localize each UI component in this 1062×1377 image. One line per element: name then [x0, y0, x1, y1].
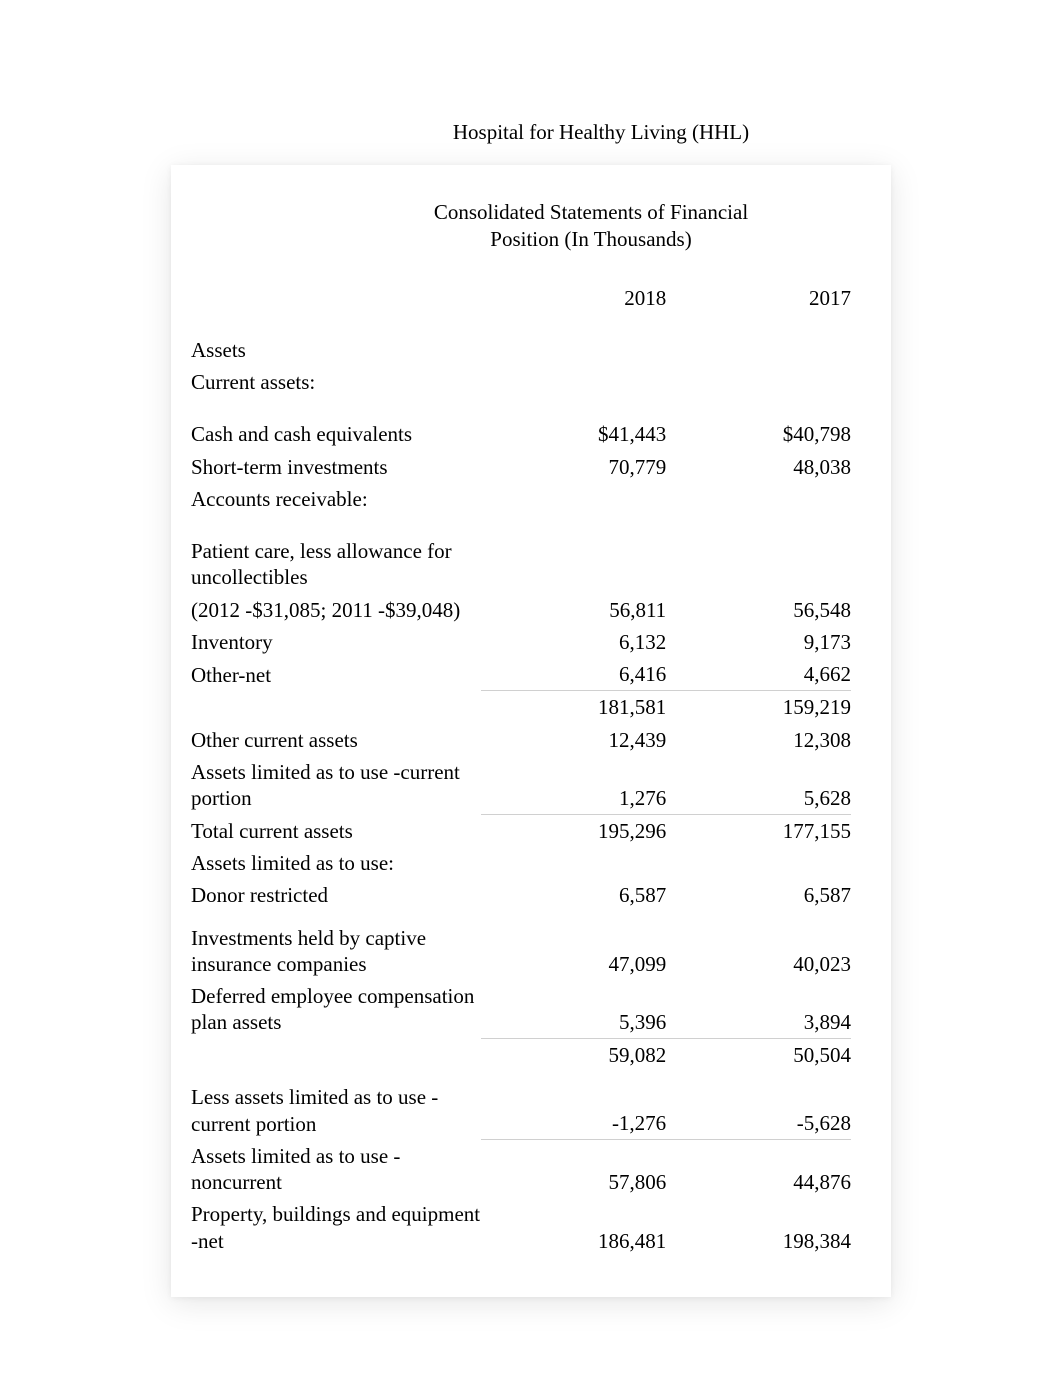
- subtotal-row: 59,082 50,504: [191, 1039, 851, 1072]
- table-row: Cash and cash equivalents $41,443 $40,79…: [191, 418, 851, 450]
- table-row: Property, buildings and equipment -net 1…: [191, 1198, 851, 1257]
- row-label: Assets limited as to use -current portio…: [191, 756, 481, 815]
- limited-use-header-row: Assets limited as to use:: [191, 847, 851, 879]
- table-row: Less assets limited as to use -current p…: [191, 1081, 851, 1140]
- subtitle-line-2: Position (In Thousands): [490, 227, 691, 251]
- financial-statement-box: Consolidated Statements of Financial Pos…: [171, 165, 891, 1297]
- row-value-a: 70,779: [481, 451, 666, 483]
- row-label: Inventory: [191, 626, 481, 658]
- row-value-b: 44,876: [666, 1140, 851, 1199]
- row-value-a: 6,416: [481, 658, 666, 691]
- row-label: Patient care, less allowance for uncolle…: [191, 535, 481, 594]
- limited-use-header: Assets limited as to use:: [191, 847, 481, 879]
- current-assets-header-row: Current assets:: [191, 366, 851, 398]
- assets-header: Assets: [191, 334, 481, 366]
- row-label: (2012 -$31,085; 2011 -$39,048): [191, 594, 481, 626]
- row-value-a: 181,581: [481, 691, 666, 724]
- row-value-b: -5,628: [666, 1081, 851, 1140]
- row-label: Short-term investments: [191, 451, 481, 483]
- row-value-a: 56,811: [481, 594, 666, 626]
- row-label: Other current assets: [191, 724, 481, 756]
- table-row: Short-term investments 70,779 48,038: [191, 451, 851, 483]
- table-row: Inventory 6,132 9,173: [191, 626, 851, 658]
- row-label: Property, buildings and equipment -net: [191, 1198, 481, 1257]
- table-row: Other-net 6,416 4,662: [191, 658, 851, 691]
- subtitle-line-1: Consolidated Statements of Financial: [434, 200, 748, 224]
- row-value-b: 50,504: [666, 1039, 851, 1072]
- subtotal-row: 181,581 159,219: [191, 691, 851, 724]
- col-year-a: 2018: [481, 282, 666, 314]
- table-row: Investments held by captive insurance co…: [191, 922, 851, 981]
- row-value-b: 12,308: [666, 724, 851, 756]
- row-value-a: 12,439: [481, 724, 666, 756]
- row-label: Investments held by captive insurance co…: [191, 922, 481, 981]
- row-value-a: $41,443: [481, 418, 666, 450]
- current-assets-header: Current assets:: [191, 366, 481, 398]
- row-value-a: 6,587: [481, 879, 666, 911]
- col-year-b: 2017: [666, 282, 851, 314]
- total-row: Total current assets 195,296 177,155: [191, 814, 851, 847]
- row-label: Deferred employee compensation plan asse…: [191, 980, 481, 1039]
- row-label: Other-net: [191, 658, 481, 691]
- row-value-a: 6,132: [481, 626, 666, 658]
- table-row: Other current assets 12,439 12,308: [191, 724, 851, 756]
- row-value-a: 5,396: [481, 980, 666, 1039]
- row-value-b: 48,038: [666, 451, 851, 483]
- accounts-receivable-header: Accounts receivable:: [191, 483, 481, 515]
- row-value-a: -1,276: [481, 1081, 666, 1140]
- row-label: Donor restricted: [191, 879, 481, 911]
- row-value-b: 4,662: [666, 658, 851, 691]
- row-value-b: 6,587: [666, 879, 851, 911]
- row-value-a: 47,099: [481, 922, 666, 981]
- table-row: Patient care, less allowance for uncolle…: [191, 535, 851, 594]
- table-row: Assets limited as to use -noncurrent 57,…: [191, 1140, 851, 1199]
- table-row: (2012 -$31,085; 2011 -$39,048) 56,811 56…: [191, 594, 851, 626]
- row-value-b: 198,384: [666, 1198, 851, 1257]
- table-row: Donor restricted 6,587 6,587: [191, 879, 851, 911]
- financial-table: 2018 2017 Assets Current assets: Cash an…: [191, 282, 851, 1257]
- statement-subtitle: Consolidated Statements of Financial Pos…: [191, 199, 851, 254]
- row-value-b: 159,219: [666, 691, 851, 724]
- row-value-b: 3,894: [666, 980, 851, 1039]
- page: Hospital for Healthy Living (HHL) Consol…: [0, 0, 1062, 1357]
- table-row: Assets limited as to use -current portio…: [191, 756, 851, 815]
- row-label: Total current assets: [191, 814, 481, 847]
- row-value-a: 57,806: [481, 1140, 666, 1199]
- row-value-a: 1,276: [481, 756, 666, 815]
- row-value-a: 195,296: [481, 814, 666, 847]
- row-value-b: 5,628: [666, 756, 851, 815]
- row-label: Cash and cash equivalents: [191, 418, 481, 450]
- row-value-a: 59,082: [481, 1039, 666, 1072]
- row-value-b: 177,155: [666, 814, 851, 847]
- accounts-receivable-header-row: Accounts receivable:: [191, 483, 851, 515]
- row-label: Less assets limited as to use -current p…: [191, 1081, 481, 1140]
- column-header-row: 2018 2017: [191, 282, 851, 314]
- row-value-a: 186,481: [481, 1198, 666, 1257]
- row-value-b: 56,548: [666, 594, 851, 626]
- row-value-b: 9,173: [666, 626, 851, 658]
- row-value-b: 40,023: [666, 922, 851, 981]
- row-label: Assets limited as to use -noncurrent: [191, 1140, 481, 1199]
- table-row: Deferred employee compensation plan asse…: [191, 980, 851, 1039]
- assets-header-row: Assets: [191, 334, 851, 366]
- row-value-b: $40,798: [666, 418, 851, 450]
- page-title: Hospital for Healthy Living (HHL): [80, 120, 982, 145]
